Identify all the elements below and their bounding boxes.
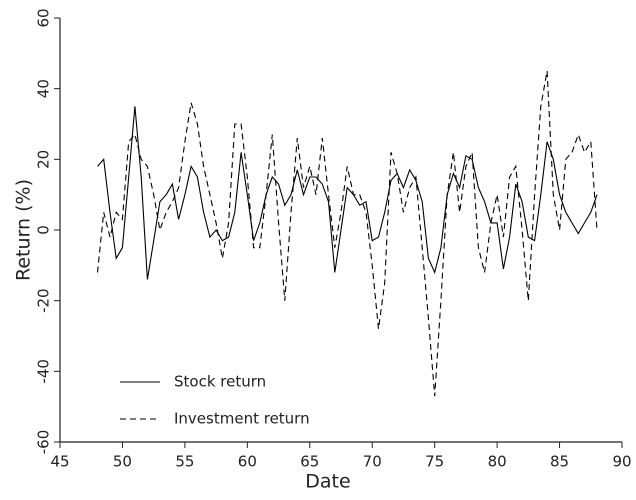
x-axis-label: Date [305,471,350,493]
x-tick-label: 70 [363,453,382,471]
x-tick-label: 90 [612,453,631,471]
y-tick-label: -40 [35,359,53,384]
y-axis-label: Return (%) [13,179,35,281]
y-tick-label: 0 [35,225,53,235]
x-tick-label: 55 [175,453,194,471]
legend-label: Investment return [174,410,310,428]
y-tick-label: -60 [35,430,53,455]
series-line [96,70,598,397]
x-tick-label: 45 [50,453,69,471]
y-tick-label: 40 [35,79,53,98]
x-tick-label: 85 [550,453,569,471]
series-line [97,106,598,280]
x-tick-label: 60 [238,453,257,471]
y-tick-label: -20 [35,288,53,313]
legend-label: Stock return [174,373,266,391]
x-tick-label: 65 [300,453,319,471]
y-tick-label: 60 [35,8,53,27]
x-tick-label: 50 [113,453,132,471]
x-tick-label: 80 [488,453,507,471]
x-tick-label: 75 [425,453,444,471]
y-tick-label: 20 [35,150,53,169]
